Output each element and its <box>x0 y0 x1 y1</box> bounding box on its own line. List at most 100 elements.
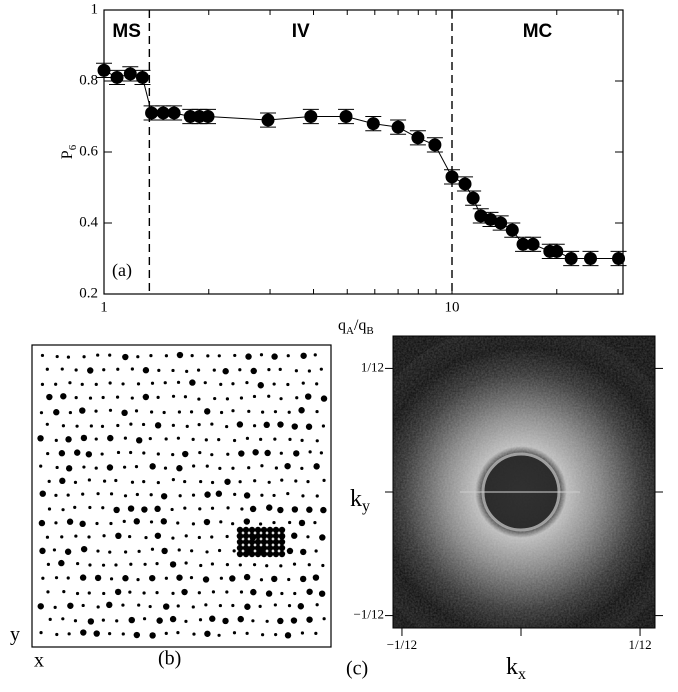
particle <box>213 397 216 400</box>
particle <box>46 368 49 371</box>
particle <box>171 369 174 372</box>
particle <box>171 536 174 539</box>
particle <box>136 578 139 581</box>
data-point <box>428 138 441 151</box>
particle <box>39 548 45 554</box>
particle <box>165 577 168 580</box>
particle <box>255 551 261 557</box>
particle <box>171 508 174 511</box>
particle <box>231 604 234 607</box>
particle <box>74 619 77 622</box>
particle <box>121 410 127 416</box>
particle <box>172 424 175 427</box>
particle <box>41 383 44 386</box>
particle <box>302 382 305 385</box>
particle <box>76 592 79 595</box>
particle <box>136 437 142 443</box>
particle <box>217 634 220 637</box>
particle <box>280 452 283 455</box>
particle <box>314 353 317 356</box>
ky-tick-label: −1/12 <box>354 607 384 622</box>
particle <box>116 424 119 427</box>
particle <box>323 617 326 620</box>
particle <box>179 494 182 497</box>
x-axis-label-sub: A <box>346 325 354 337</box>
particle <box>161 548 167 554</box>
particle <box>293 592 296 595</box>
particle <box>306 535 309 538</box>
particle <box>79 407 85 413</box>
particle <box>60 535 63 538</box>
particle <box>204 491 210 497</box>
particle <box>292 423 298 429</box>
particle <box>319 590 325 596</box>
particle <box>295 369 298 372</box>
particle <box>102 564 105 567</box>
data-point <box>111 71 124 84</box>
particle <box>128 505 134 511</box>
particle <box>157 481 160 484</box>
particle <box>279 564 282 567</box>
particle <box>261 539 267 545</box>
particle <box>249 539 255 545</box>
particle <box>176 521 179 524</box>
particle <box>273 533 279 539</box>
particle <box>110 577 113 580</box>
particle <box>176 631 179 634</box>
particle <box>150 520 153 523</box>
figure: 0.20.40.60.81110MSIVMC(a)P6qA/qB yx(b) −… <box>0 0 678 687</box>
particle <box>320 368 323 371</box>
particle <box>161 493 167 499</box>
particle <box>286 383 289 386</box>
particle <box>218 467 221 470</box>
particle <box>315 410 318 413</box>
particle <box>101 506 104 509</box>
particle <box>210 422 213 425</box>
panel-label: (c) <box>346 658 368 680</box>
particle <box>135 409 138 412</box>
particle <box>61 367 64 370</box>
particle <box>246 632 249 635</box>
particle <box>142 480 145 483</box>
particle <box>177 381 180 384</box>
particle <box>224 479 230 485</box>
particle <box>288 411 291 414</box>
particle <box>261 533 267 539</box>
particle <box>273 438 276 441</box>
particle <box>205 550 208 553</box>
particle <box>177 352 183 358</box>
particle <box>240 396 243 399</box>
particle <box>267 551 273 557</box>
particle <box>260 353 263 356</box>
region-label: IV <box>292 21 310 42</box>
particle <box>129 422 132 425</box>
particle <box>156 617 162 623</box>
particle <box>226 563 229 566</box>
particle <box>138 550 141 553</box>
particle <box>255 545 261 551</box>
particle <box>54 494 57 497</box>
particle <box>62 590 65 593</box>
particle <box>149 463 155 469</box>
particle <box>90 424 93 427</box>
particle <box>109 409 112 412</box>
particle <box>170 561 176 567</box>
particle <box>233 354 236 357</box>
particle <box>279 551 285 557</box>
data-point <box>304 110 317 123</box>
particle <box>279 397 282 400</box>
ky-axis-label-main: k <box>350 486 362 512</box>
particle <box>316 439 319 442</box>
particle <box>261 551 267 557</box>
particle <box>274 633 277 636</box>
particle <box>143 617 146 620</box>
particle <box>157 452 160 455</box>
particle <box>204 408 210 414</box>
ky-axis-label: ky <box>350 486 370 515</box>
data-point <box>145 106 158 119</box>
particle <box>94 630 100 636</box>
particle <box>68 381 71 384</box>
particle <box>73 506 76 509</box>
particle <box>109 381 112 384</box>
particle <box>88 591 91 594</box>
